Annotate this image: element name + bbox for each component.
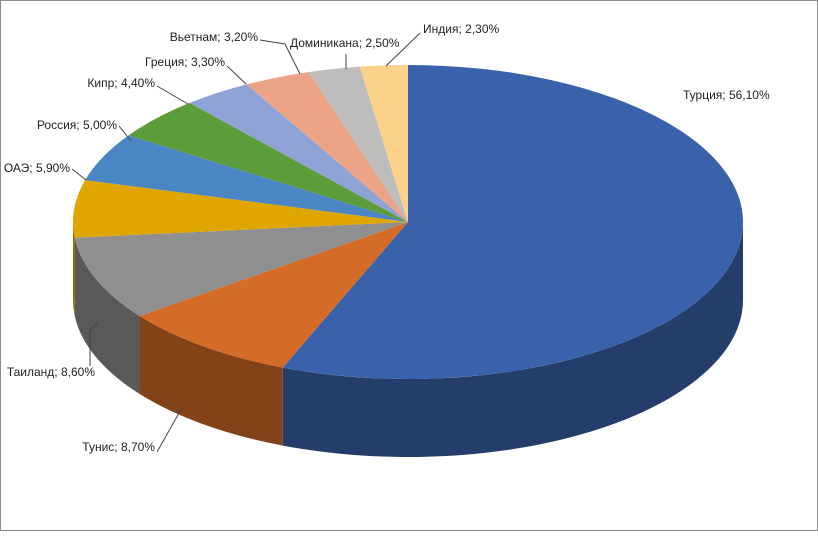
- leader-line: [156, 405, 184, 453]
- data-label: Доминикана; 2,50%: [290, 36, 400, 50]
- slice: [74, 222, 408, 316]
- data-label: Тунис; 8,70%: [82, 440, 155, 454]
- label-value: 56,10%: [729, 88, 770, 102]
- slice: [139, 222, 408, 368]
- label-separator: ;: [54, 365, 61, 379]
- label-category: Вьетнам: [170, 30, 218, 44]
- label-separator: ;: [114, 440, 121, 454]
- data-label: Кипр; 4,40%: [87, 76, 155, 90]
- label-separator: ;: [217, 30, 224, 44]
- label-value: 4,40%: [121, 76, 155, 90]
- label-value: 5,00%: [83, 118, 117, 132]
- slice: [308, 66, 408, 222]
- leader-line: [118, 125, 132, 142]
- label-category: Турция: [683, 88, 722, 102]
- slice: [72, 180, 408, 238]
- data-label: Таиланд; 8,60%: [7, 365, 96, 379]
- slice: [359, 65, 408, 222]
- leader-line: [156, 85, 189, 105]
- label-value: 5,90%: [36, 161, 70, 175]
- slice-side: [74, 237, 140, 394]
- label-value: 3,30%: [191, 55, 225, 69]
- slice-side: [282, 222, 743, 458]
- leader-line: [71, 168, 87, 181]
- label-category: Тунис: [82, 440, 114, 454]
- label-category: ОАЭ: [4, 161, 30, 175]
- leader-line: [385, 32, 421, 67]
- data-label: Греция; 3,30%: [145, 55, 225, 69]
- data-label: Вьетнам; 3,20%: [170, 30, 259, 44]
- label-separator: ;: [29, 161, 36, 175]
- label-category: Кипр: [87, 76, 114, 90]
- slice: [85, 135, 409, 222]
- label-separator: ;: [184, 55, 191, 69]
- label-value: 8,70%: [121, 440, 155, 454]
- data-label: Индия; 2,30%: [423, 22, 499, 36]
- slice: [128, 102, 408, 222]
- label-category: Таиланд: [7, 365, 54, 379]
- label-category: Россия: [37, 118, 76, 132]
- label-separator: ;: [722, 88, 729, 102]
- label-category: Индия: [423, 22, 458, 36]
- label-value: 2,30%: [465, 22, 499, 36]
- label-category: Доминикана: [290, 36, 359, 50]
- label-separator: ;: [76, 118, 83, 132]
- leader-line: [89, 321, 99, 366]
- data-label: ОАЭ; 5,90%: [4, 161, 70, 175]
- label-separator: ;: [359, 36, 366, 50]
- leader-line: [226, 65, 247, 85]
- label-separator: ;: [458, 22, 465, 36]
- slice: [246, 72, 408, 222]
- label-value: 8,60%: [61, 365, 95, 379]
- slice-side: [139, 315, 283, 446]
- leader-line: [259, 39, 301, 75]
- label-category: Греция: [145, 55, 184, 69]
- slice-side: [73, 222, 75, 316]
- data-label: Турция; 56,10%: [683, 88, 770, 102]
- slice: [282, 65, 743, 379]
- data-label: Россия; 5,00%: [37, 118, 117, 132]
- label-value: 2,50%: [365, 36, 399, 50]
- slice: [189, 84, 408, 222]
- label-value: 3,20%: [224, 30, 258, 44]
- label-separator: ;: [114, 76, 121, 90]
